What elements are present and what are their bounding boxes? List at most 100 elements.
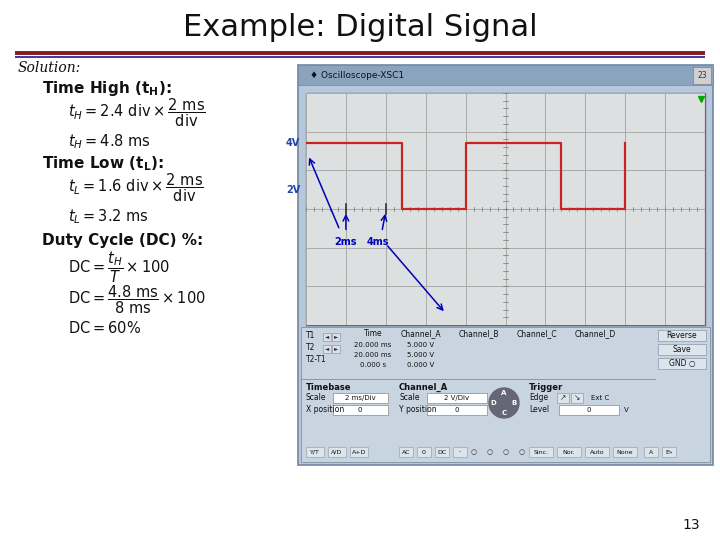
- Bar: [557, 447, 581, 457]
- Text: $\mathrm{DC} = \dfrac{4.8\ \mathrm{ms}}{8\ \mathrm{ms}} \times 100$: $\mathrm{DC} = \dfrac{4.8\ \mathrm{ms}}{…: [68, 284, 206, 316]
- Text: Time High ($\mathbf{t_H}$):: Time High ($\mathbf{t_H}$):: [42, 79, 171, 98]
- Text: ►: ►: [334, 334, 338, 340]
- Text: Duty Cycle (DC) %:: Duty Cycle (DC) %:: [42, 233, 203, 247]
- Bar: [613, 447, 637, 457]
- Text: 20.000 ms: 20.000 ms: [354, 342, 392, 348]
- Text: Solution:: Solution:: [18, 61, 81, 75]
- Text: V: V: [624, 407, 629, 413]
- Circle shape: [489, 388, 519, 418]
- Text: Time Low ($\mathbf{t_L}$):: Time Low ($\mathbf{t_L}$):: [42, 154, 164, 173]
- Text: 0: 0: [455, 407, 459, 413]
- Bar: [399, 447, 413, 457]
- Bar: [529, 447, 553, 457]
- Text: T1: T1: [306, 330, 315, 340]
- Bar: [571, 393, 583, 403]
- Text: Sinc.: Sinc.: [534, 449, 549, 455]
- Text: 0.000 V: 0.000 V: [408, 362, 435, 368]
- Bar: [427, 405, 487, 415]
- Text: $t_H = 4.8\ \mathrm{ms}$: $t_H = 4.8\ \mathrm{ms}$: [68, 133, 150, 151]
- Text: ○: ○: [471, 449, 477, 455]
- Text: A: A: [501, 390, 507, 396]
- Text: Scale: Scale: [399, 394, 420, 402]
- Bar: [559, 405, 619, 415]
- Text: Example: Digital Signal: Example: Digital Signal: [183, 14, 537, 43]
- Bar: [332, 333, 340, 341]
- Text: 4ms: 4ms: [366, 237, 389, 247]
- Text: ♦ Oscilloscope-XSC1: ♦ Oscilloscope-XSC1: [310, 71, 404, 79]
- Text: $t_H = 2.4\ \mathrm{div} \times \dfrac{2\ \mathrm{ms}}{\mathrm{div}}$: $t_H = 2.4\ \mathrm{div} \times \dfrac{2…: [68, 97, 206, 129]
- Text: B: B: [511, 400, 517, 406]
- Text: Channel_A: Channel_A: [399, 382, 449, 392]
- Text: 2V: 2V: [286, 185, 300, 194]
- Bar: [306, 93, 705, 325]
- Text: DC: DC: [437, 449, 446, 455]
- Text: 2 V/Div: 2 V/Div: [444, 395, 469, 401]
- Bar: [427, 393, 487, 403]
- Text: ↘: ↘: [574, 394, 580, 402]
- Bar: [298, 65, 713, 465]
- Bar: [585, 447, 609, 457]
- Bar: [298, 65, 713, 85]
- Bar: [453, 447, 467, 457]
- Bar: [333, 405, 388, 415]
- Bar: [557, 393, 569, 403]
- Text: ○: ○: [519, 449, 525, 455]
- Text: 2ms: 2ms: [335, 237, 357, 247]
- Text: None: None: [617, 449, 634, 455]
- Bar: [658, 344, 706, 355]
- Text: Channel_B: Channel_B: [459, 329, 499, 339]
- Text: Time: Time: [364, 329, 382, 339]
- Text: 0: 0: [587, 407, 591, 413]
- Text: 0: 0: [422, 449, 426, 455]
- Text: 20.000 ms: 20.000 ms: [354, 352, 392, 358]
- Text: T2: T2: [306, 342, 315, 352]
- Text: Nor.: Nor.: [563, 449, 575, 455]
- Text: Save: Save: [672, 345, 691, 354]
- Bar: [332, 345, 340, 353]
- Bar: [435, 447, 449, 457]
- Text: A: A: [649, 449, 653, 455]
- Text: AC: AC: [402, 449, 410, 455]
- Text: Scale: Scale: [306, 394, 326, 402]
- Text: A+D: A+D: [352, 449, 366, 455]
- Text: $\mathrm{DC} = \dfrac{t_H}{T} \times 100$: $\mathrm{DC} = \dfrac{t_H}{T} \times 100…: [68, 249, 170, 285]
- Text: X position: X position: [306, 406, 344, 415]
- Text: Reverse: Reverse: [667, 331, 697, 340]
- Bar: [693, 67, 711, 84]
- Bar: [306, 447, 324, 457]
- Text: Timebase: Timebase: [306, 382, 351, 392]
- Text: 0.000 s: 0.000 s: [360, 362, 386, 368]
- Text: Trigger: Trigger: [529, 382, 563, 392]
- Bar: [333, 393, 388, 403]
- Text: A/D: A/D: [331, 449, 343, 455]
- Text: 5.000 V: 5.000 V: [408, 352, 435, 358]
- Text: 13: 13: [683, 518, 700, 532]
- Text: ►: ►: [334, 347, 338, 352]
- Text: 5.000 V: 5.000 V: [408, 342, 435, 348]
- Text: Channel_A: Channel_A: [401, 329, 441, 339]
- Text: Level: Level: [529, 406, 549, 415]
- Text: ○: ○: [487, 449, 493, 455]
- Bar: [658, 358, 706, 369]
- Text: D: D: [490, 400, 496, 406]
- Text: E»: E»: [665, 449, 672, 455]
- Text: ◄: ◄: [325, 334, 329, 340]
- Bar: [644, 447, 658, 457]
- Text: ◄: ◄: [325, 347, 329, 352]
- Bar: [662, 447, 676, 457]
- Bar: [301, 327, 710, 462]
- Text: Auto: Auto: [590, 449, 604, 455]
- Text: 2 ms/Div: 2 ms/Div: [345, 395, 375, 401]
- Bar: [417, 447, 431, 457]
- Bar: [323, 333, 331, 341]
- Text: ↗: ↗: [560, 394, 566, 402]
- Text: $t_L = 1.6\ \mathrm{div} \times \dfrac{2\ \mathrm{ms}}{\mathrm{div}}$: $t_L = 1.6\ \mathrm{div} \times \dfrac{2…: [68, 172, 204, 204]
- Bar: [323, 345, 331, 353]
- Bar: [306, 326, 705, 333]
- Bar: [658, 330, 706, 341]
- Text: Channel_D: Channel_D: [575, 329, 616, 339]
- Text: 0: 0: [358, 407, 362, 413]
- Text: $t_L = 3.2\ \mathrm{ms}$: $t_L = 3.2\ \mathrm{ms}$: [68, 208, 148, 226]
- Text: Y/T: Y/T: [310, 449, 320, 455]
- Text: C: C: [501, 410, 507, 416]
